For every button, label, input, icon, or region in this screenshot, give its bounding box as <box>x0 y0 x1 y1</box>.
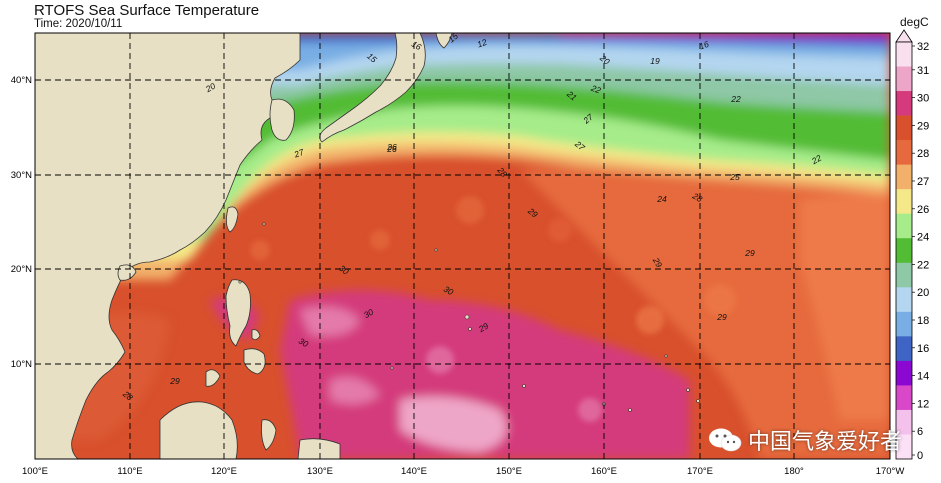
colorbar-segment <box>896 164 912 190</box>
contour-label: 26 <box>386 144 397 154</box>
contour-label: 16 <box>410 39 423 53</box>
watermark: 中国气象爱好者 <box>708 424 902 456</box>
sst-field <box>35 33 890 459</box>
colorbar-tick-label: 6 <box>917 426 923 438</box>
longitude-label: 100°E <box>22 466 48 477</box>
colorbar-segment <box>896 42 912 67</box>
colorbar-segment <box>896 409 912 435</box>
colorbar-segment <box>896 434 912 460</box>
contour-label: 24 <box>656 194 667 204</box>
colorbar-tick-label: 31 <box>917 65 929 77</box>
colorbar-segment <box>896 336 912 362</box>
contour-label: 19 <box>650 56 660 66</box>
longitude-labels: 100°E 110°E 120°E 130°E 140°E 150°E 160°E 170°E… <box>22 466 904 477</box>
colorbar-segment <box>896 91 912 116</box>
longitude-label: 110°E <box>117 466 142 477</box>
longitude-label: 170°E <box>687 466 713 477</box>
map-title: RTOFS Sea Surface Temperature <box>34 2 260 19</box>
colorbar-tick-label: 32 <box>917 41 929 53</box>
colorbar-tick-label: 24 <box>917 232 929 244</box>
colorbar-tick-label: 18 <box>917 315 929 327</box>
colorbar-ticks: 32 31 30 29 28 27 26 24 22 20 18 16 14 12 6 0 <box>912 41 929 462</box>
contour-label: 29 <box>744 248 755 258</box>
colorbar-segment <box>896 189 912 215</box>
longitude-label: 140°E <box>401 466 427 477</box>
contour-label: 20 <box>203 81 217 95</box>
colorbar-segment <box>896 115 912 141</box>
land <box>35 33 453 459</box>
colorbar-unit: degC <box>900 15 929 29</box>
colorbar-tick-label: 12 <box>917 398 929 410</box>
contour-label: 29 <box>650 255 664 269</box>
colorbar-segment <box>896 311 912 337</box>
colorbar-extension <box>895 29 913 43</box>
colorbar-segment <box>896 360 912 386</box>
colorbar-frame <box>895 41 913 460</box>
watermark-text: 中国气象爱好者 <box>748 429 903 454</box>
latitude-label: 20°N <box>11 264 32 275</box>
colorbar-tick-label: 30 <box>917 93 929 105</box>
contour-label: 29 <box>716 312 727 322</box>
colorbar-segment <box>896 66 912 92</box>
longitude-label: 130°E <box>307 466 333 477</box>
longitude-label: 160°E <box>591 466 617 477</box>
colorbar-tick-label: 27 <box>917 176 929 188</box>
colorbar-tick-label: 26 <box>917 204 929 216</box>
colorbar-segment <box>896 262 912 288</box>
graticule <box>35 33 890 459</box>
colorbar-tick-label: 16 <box>917 343 929 355</box>
longitude-label: 120°E <box>211 466 237 477</box>
contour-label: 22 <box>730 94 741 104</box>
contour-label: 29 <box>476 321 490 335</box>
islands <box>238 222 700 412</box>
colorbar-tick-label: 22 <box>917 259 929 271</box>
contour-label: 22 <box>809 153 823 167</box>
latitude-label: 30°N <box>11 170 32 181</box>
colorbar-segment <box>896 213 912 239</box>
contour-label: 30 <box>442 284 455 298</box>
contour-label: 12 <box>476 37 489 50</box>
latitude-labels: 40°N 30°N 20°N 10°N <box>11 75 32 370</box>
latitude-label: 10°N <box>11 359 32 370</box>
contour-label: 26 <box>386 142 397 152</box>
colorbar-segment <box>896 238 912 264</box>
contour-label: 27 <box>292 147 306 160</box>
contour-label: 30 <box>362 307 375 321</box>
colorbar-tick-label: 28 <box>917 148 929 160</box>
contour-label: 28 <box>690 190 704 204</box>
contour-label: 30 <box>297 336 310 350</box>
contour-label: 22 <box>589 83 603 96</box>
colorbar-segment <box>896 385 912 411</box>
colorbar-tick-label: 0 <box>917 450 923 462</box>
longitude-label: 150°E <box>496 466 522 477</box>
map-subtitle: Time: 2020/10/11 <box>34 18 123 30</box>
colorbar-tick-label: 14 <box>917 371 929 383</box>
contour-label: 16 <box>698 39 711 52</box>
contour-label: 25 <box>729 172 740 182</box>
contour-label: 29 <box>169 376 180 386</box>
colorbar-segment <box>896 287 912 313</box>
longitude-label: 170°W <box>876 466 905 477</box>
colorbar-tick-label: 20 <box>917 287 929 299</box>
colorbar <box>895 29 913 460</box>
longitude-label: 180° <box>784 466 804 477</box>
colorbar-segment <box>896 140 912 165</box>
latitude-label: 40°N <box>11 75 32 86</box>
colorbar-tick-label: 29 <box>917 120 929 132</box>
wechat-icon <box>709 428 742 452</box>
